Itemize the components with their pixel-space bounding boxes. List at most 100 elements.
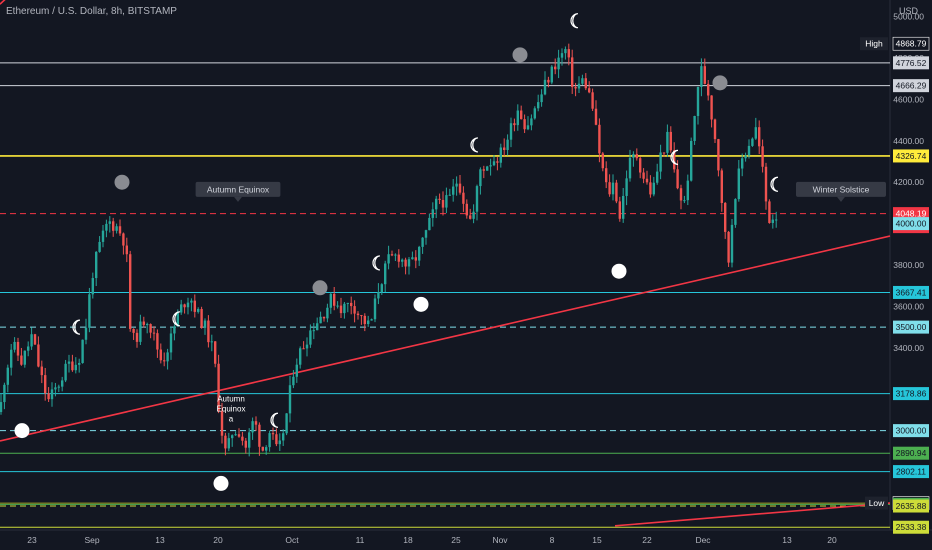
candle-body: [482, 169, 485, 171]
candle-body: [438, 198, 441, 200]
price-level-label: 2890.94: [896, 448, 927, 458]
candle-body: [761, 146, 764, 167]
candle-body: [594, 108, 598, 125]
candle-body: [125, 245, 128, 255]
candle-body: [530, 118, 533, 126]
candle-body: [601, 153, 604, 169]
candle-body: [95, 251, 98, 279]
candle-body: [564, 49, 567, 54]
small-annotation-text: Equinox: [217, 405, 246, 414]
price-level-label: 2635.88: [896, 501, 927, 511]
time-tick-label: 11: [356, 535, 365, 545]
candle-body: [27, 346, 30, 351]
candle-body: [513, 123, 516, 126]
candle-body: [149, 324, 152, 333]
price-level-label-box: [893, 217, 929, 231]
candle-body: [584, 78, 587, 89]
level-tag-text: High: [865, 39, 883, 49]
candle-body: [244, 440, 247, 448]
candle-body: [445, 195, 448, 208]
candle-body: [132, 328, 135, 333]
candle-body: [577, 83, 581, 89]
candle-body: [462, 192, 465, 204]
price-level-label: 4868.79: [896, 39, 927, 49]
time-tick-label: 18: [403, 535, 413, 545]
candle-body: [353, 306, 356, 314]
candle-body: [363, 315, 366, 325]
candle-body: [163, 360, 166, 362]
candle-body: [54, 387, 57, 390]
price-tick-label: 4400.00: [893, 136, 924, 146]
candle-body: [686, 180, 689, 201]
candle-body: [122, 233, 125, 246]
price-tick-label: 3600.00: [893, 301, 924, 311]
candle-body: [176, 312, 179, 327]
candle-body: [350, 302, 353, 307]
time-tick-label: Dec: [695, 535, 711, 545]
candlestick-series: [0, 43, 778, 457]
candle-body: [499, 147, 502, 163]
candle-body: [407, 259, 411, 267]
candle-body: [700, 66, 703, 87]
candle-body: [135, 332, 139, 342]
crescent-moon-marker: [372, 255, 381, 271]
candle-body: [523, 119, 526, 130]
price-level-label: 3000.00: [896, 426, 927, 436]
candle-body: [10, 349, 13, 368]
candle-body: [57, 386, 60, 388]
price-level-label: 4048.19: [896, 209, 927, 219]
candle-body: [377, 292, 380, 299]
candle-body: [458, 183, 462, 193]
candle-body: [424, 230, 428, 238]
small-annotation-text: Autumn: [217, 395, 245, 404]
crescent-moon-marker: [470, 137, 479, 153]
price-level-label-box: [892, 36, 930, 51]
trend-line: [0, 235, 891, 442]
candle-body: [67, 361, 71, 364]
candle-body: [309, 330, 312, 345]
candle-body: [180, 304, 183, 313]
candle-body: [380, 284, 383, 293]
candle-body: [217, 363, 220, 412]
candle-body: [88, 294, 91, 328]
candle-body: [659, 152, 662, 172]
candle-body: [642, 172, 645, 179]
time-tick-label: 22: [642, 535, 652, 545]
candle-body: [40, 366, 43, 376]
candle-body: [713, 119, 717, 140]
candle-body: [737, 168, 740, 200]
candle-body: [74, 364, 77, 371]
moon-markers: [14, 13, 779, 491]
candle-body: [261, 446, 264, 451]
candle-body: [469, 215, 472, 219]
new-moon-marker: [312, 280, 328, 296]
price-level-label: 4776.52: [896, 58, 927, 68]
candle-body: [717, 139, 720, 171]
candle-body: [618, 201, 621, 219]
price-level-label-box: [893, 446, 929, 460]
time-tick-label: 13: [155, 535, 165, 545]
price-level-label-box: [893, 79, 929, 93]
candle-body: [265, 447, 268, 451]
candle-body: [516, 110, 519, 126]
candle-body: [452, 186, 455, 195]
candle-body: [275, 434, 278, 445]
candle-body: [220, 411, 224, 436]
candle-body: [608, 182, 611, 195]
candle-body: [305, 344, 309, 349]
candle-body: [581, 78, 584, 84]
candle-body: [730, 224, 734, 263]
candle-body: [635, 154, 638, 159]
candle-body: [254, 421, 258, 425]
candle-body: [615, 182, 618, 202]
candle-body: [271, 433, 275, 435]
candle-body: [696, 86, 700, 116]
small-annotation-text: a: [229, 415, 234, 424]
candle-body: [91, 278, 94, 295]
price-level-label: 2802.11: [896, 467, 926, 477]
candle-body: [207, 320, 210, 343]
candle-body: [404, 259, 407, 267]
price-tick-label: 5000.00: [893, 12, 924, 22]
candle-body: [197, 309, 200, 312]
